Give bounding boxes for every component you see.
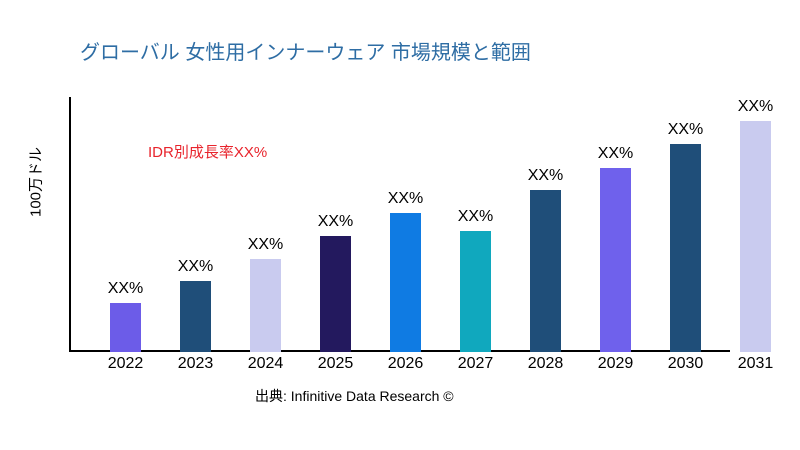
x-tick-2025: 2025 bbox=[317, 355, 354, 372]
y-axis bbox=[69, 97, 71, 352]
x-tick-2031: 2031 bbox=[737, 355, 774, 372]
bar-2029 bbox=[600, 168, 631, 352]
bar-2030 bbox=[670, 144, 701, 352]
bar-label-2026: XX% bbox=[387, 190, 424, 207]
source-note: 出典: Infinitive Data Research © bbox=[255, 388, 454, 404]
bar-label-2024: XX% bbox=[247, 236, 284, 253]
bar-label-2028: XX% bbox=[527, 167, 564, 184]
x-tick-2026: 2026 bbox=[387, 355, 424, 372]
bar-2022 bbox=[110, 303, 141, 352]
bar-2028 bbox=[530, 190, 561, 352]
x-tick-2022: 2022 bbox=[107, 355, 144, 372]
bar-2023 bbox=[180, 281, 211, 352]
bar-label-2023: XX% bbox=[177, 258, 214, 275]
bar-2026 bbox=[390, 213, 421, 352]
bar-label-2022: XX% bbox=[107, 280, 144, 297]
bar-label-2025: XX% bbox=[317, 213, 354, 230]
bar-2024 bbox=[250, 259, 281, 352]
bar-label-2030: XX% bbox=[667, 121, 704, 138]
x-tick-2029: 2029 bbox=[597, 355, 634, 372]
bar-label-2031: XX% bbox=[737, 98, 774, 115]
x-tick-2027: 2027 bbox=[457, 355, 494, 372]
x-tick-2024: 2024 bbox=[247, 355, 284, 372]
bar-2031 bbox=[740, 121, 771, 352]
x-tick-2023: 2023 bbox=[177, 355, 214, 372]
x-tick-2028: 2028 bbox=[527, 355, 564, 372]
y-axis-label: 100万ドル bbox=[27, 146, 45, 218]
bar-2027 bbox=[460, 231, 491, 352]
chart-title: グローバル 女性用インナーウェア 市場規模と範囲 bbox=[80, 42, 531, 64]
growth-rate-annotation: IDR別成長率XX% bbox=[148, 144, 268, 161]
bar-label-2029: XX% bbox=[597, 145, 634, 162]
bar-label-2027: XX% bbox=[457, 208, 494, 225]
x-tick-2030: 2030 bbox=[667, 355, 704, 372]
bar-2025 bbox=[320, 236, 351, 352]
